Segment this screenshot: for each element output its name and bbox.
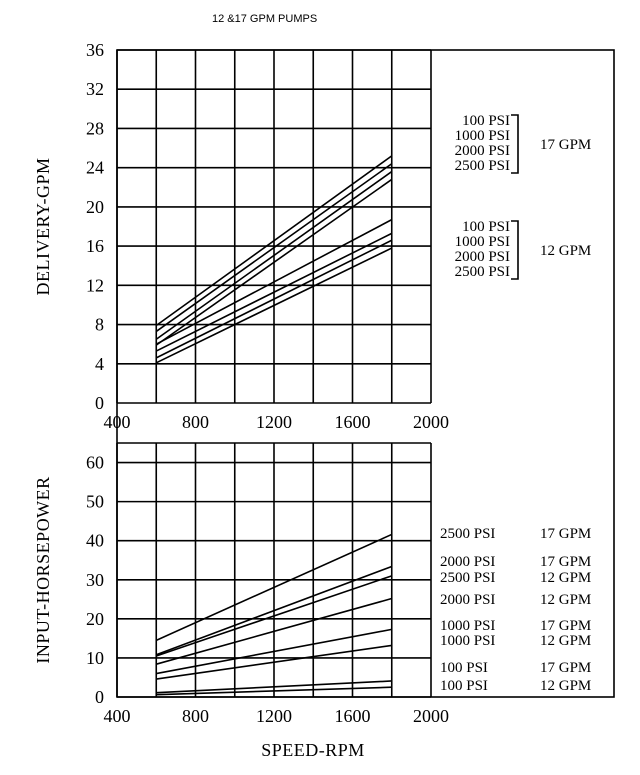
x-tick-label: 400 bbox=[104, 412, 131, 432]
legend-entry: 17 GPM bbox=[540, 554, 591, 570]
series-line bbox=[156, 680, 392, 694]
y-tick-label: 24 bbox=[86, 158, 104, 178]
legend-entry: 100 PSI bbox=[462, 219, 510, 235]
y-tick-label: 0 bbox=[95, 687, 104, 707]
series-line bbox=[155, 565, 393, 656]
y-tick-label: 28 bbox=[86, 118, 104, 138]
x-tick-label: 800 bbox=[182, 706, 209, 726]
series-line bbox=[155, 155, 393, 327]
legend-entry: 12 GPM bbox=[540, 633, 591, 649]
legend-entry: 2500 PSI bbox=[440, 526, 495, 542]
y-tick-label: 12 bbox=[86, 275, 104, 295]
y-tick-label: 20 bbox=[86, 609, 104, 629]
y-tick-label: 0 bbox=[95, 393, 104, 413]
x-tick-label: 1200 bbox=[256, 706, 292, 726]
legend-entry: 1000 PSI bbox=[440, 618, 495, 634]
series-line bbox=[155, 170, 393, 340]
y-tick-label: 4 bbox=[95, 354, 104, 374]
y-tick-label: 10 bbox=[86, 648, 104, 668]
y-axis-label: INPUT-HORSEPOWER bbox=[33, 476, 53, 663]
series-line bbox=[156, 597, 392, 665]
legend-entry: 12 GPM bbox=[540, 678, 591, 694]
series-line bbox=[155, 218, 393, 345]
legend-entry: 2500 PSI bbox=[440, 570, 495, 586]
legend-entry: 12 GPM bbox=[540, 570, 591, 586]
series-line bbox=[156, 628, 392, 675]
series-line bbox=[155, 533, 393, 642]
series-line bbox=[156, 686, 392, 696]
y-tick-label: 32 bbox=[86, 79, 104, 99]
x-tick-label: 1200 bbox=[256, 412, 292, 432]
y-tick-label: 36 bbox=[86, 40, 104, 60]
legend-entry: 100 PSI bbox=[440, 678, 488, 694]
series-line bbox=[155, 247, 393, 364]
series-line bbox=[155, 575, 393, 657]
legend-group-label: 12 GPM bbox=[540, 243, 591, 259]
legend-entry: 100 PSI bbox=[440, 660, 488, 676]
x-tick-label: 800 bbox=[182, 412, 209, 432]
x-tick-label: 2000 bbox=[413, 706, 449, 726]
legend-entry: 100 PSI bbox=[462, 113, 510, 129]
series-line bbox=[155, 232, 393, 352]
legend-bracket bbox=[511, 114, 519, 174]
series-line bbox=[156, 644, 392, 680]
legend-entry: 17 GPM bbox=[540, 660, 591, 676]
legend-entry: 2500 PSI bbox=[455, 264, 510, 280]
legend-entry: 2000 PSI bbox=[455, 249, 510, 265]
series-line bbox=[155, 163, 393, 333]
x-tick-label: 400 bbox=[104, 706, 131, 726]
legend-entry: 1000 PSI bbox=[455, 234, 510, 250]
legend-entry: 17 GPM bbox=[540, 618, 591, 634]
legend-entry: 1000 PSI bbox=[440, 633, 495, 649]
legend-entry: 2000 PSI bbox=[440, 592, 495, 608]
series-line bbox=[155, 178, 393, 346]
legend-entry: 2500 PSI bbox=[455, 158, 510, 174]
legend-entry: 2000 PSI bbox=[440, 554, 495, 570]
y-tick-label: 40 bbox=[86, 531, 104, 551]
legend-entry: 2000 PSI bbox=[455, 143, 510, 159]
series-line bbox=[155, 239, 393, 359]
legend-group-label: 17 GPM bbox=[540, 137, 591, 153]
y-tick-label: 30 bbox=[86, 570, 104, 590]
y-tick-label: 16 bbox=[86, 236, 104, 256]
y-tick-label: 8 bbox=[95, 315, 104, 335]
y-tick-label: 50 bbox=[86, 492, 104, 512]
legend-entry: 12 GPM bbox=[540, 592, 591, 608]
chart-title: 12 &17 GPM PUMPS bbox=[212, 13, 317, 25]
x-tick-label: 1600 bbox=[335, 412, 371, 432]
x-tick-label: 1600 bbox=[335, 706, 371, 726]
x-axis-label: SPEED-RPM bbox=[261, 740, 365, 760]
y-axis-label: DELIVERY-GPM bbox=[33, 157, 53, 295]
legend-entry: 1000 PSI bbox=[455, 128, 510, 144]
legend-bracket bbox=[511, 220, 519, 280]
y-tick-label: 60 bbox=[86, 453, 104, 473]
x-tick-label: 2000 bbox=[413, 412, 449, 432]
legend-entry: 17 GPM bbox=[540, 526, 591, 542]
y-tick-label: 20 bbox=[86, 197, 104, 217]
